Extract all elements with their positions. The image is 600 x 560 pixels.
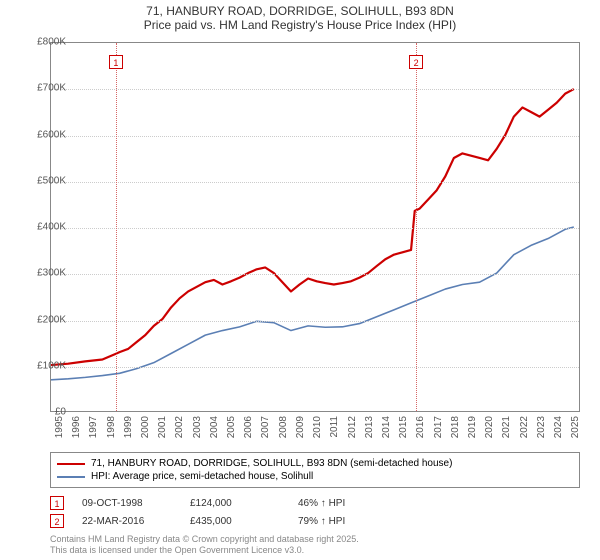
x-tick-label: 2004 [209,416,220,438]
marker-box-2: 2 [50,514,64,528]
marker-row-2: 2 22-MAR-2016 £435,000 79% ↑ HPI [50,512,580,530]
x-tick-label: 2007 [260,416,271,438]
x-tick-label: 2000 [140,416,151,438]
x-tick-label: 1995 [54,416,65,438]
legend-row-price-paid: 71, HANBURY ROAD, DORRIDGE, SOLIHULL, B9… [57,457,573,470]
gridline-h [51,89,579,90]
footer: Contains HM Land Registry data © Crown c… [50,534,580,556]
x-tick-label: 2015 [398,416,409,438]
event-marker-box: 2 [409,55,423,69]
x-tick-label: 2016 [415,416,426,438]
x-tick-label: 2001 [157,416,168,438]
price-chart: 12 [50,42,580,412]
event-vline [416,43,417,411]
x-tick-label: 2006 [243,416,254,438]
legend: 71, HANBURY ROAD, DORRIDGE, SOLIHULL, B9… [50,452,580,488]
title-line-2: Price paid vs. HM Land Registry's House … [0,18,600,32]
x-tick-label: 2025 [570,416,581,438]
y-tick-label: £400K [18,222,66,233]
marker-row-1: 1 09-OCT-1998 £124,000 46% ↑ HPI [50,494,580,512]
x-tick-label: 2010 [312,416,323,438]
gridline-h [51,136,579,137]
marker-delta-2: 79% ↑ HPI [298,516,388,527]
marker-date-2: 22-MAR-2016 [82,516,172,527]
gridline-h [51,321,579,322]
y-tick-label: £100K [18,360,66,371]
event-marker-box: 1 [109,55,123,69]
x-tick-label: 2021 [501,416,512,438]
marker-delta-1: 46% ↑ HPI [298,498,388,509]
legend-label-hpi: HPI: Average price, semi-detached house,… [91,471,313,482]
x-tick-label: 2024 [553,416,564,438]
gridline-h [51,274,579,275]
series-line-hpi [51,227,574,380]
x-tick-label: 2014 [381,416,392,438]
title-line-1: 71, HANBURY ROAD, DORRIDGE, SOLIHULL, B9… [0,4,600,18]
y-tick-label: £700K [18,83,66,94]
chart-svg [51,43,579,411]
x-tick-label: 2008 [278,416,289,438]
x-tick-label: 2023 [536,416,547,438]
y-tick-label: £500K [18,175,66,186]
gridline-h [51,367,579,368]
y-tick-label: £200K [18,314,66,325]
legend-label-price-paid: 71, HANBURY ROAD, DORRIDGE, SOLIHULL, B9… [91,458,452,469]
y-tick-label: £300K [18,268,66,279]
x-tick-label: 1997 [88,416,99,438]
x-tick-label: 2017 [433,416,444,438]
gridline-h [51,182,579,183]
x-tick-label: 1998 [106,416,117,438]
x-tick-label: 1999 [123,416,134,438]
legend-row-hpi: HPI: Average price, semi-detached house,… [57,470,573,483]
x-tick-label: 2005 [226,416,237,438]
x-tick-label: 2009 [295,416,306,438]
event-vline [116,43,117,411]
legend-swatch-hpi [57,476,85,478]
x-tick-label: 2003 [192,416,203,438]
y-tick-label: £800K [18,37,66,48]
marker-box-1: 1 [50,496,64,510]
footer-line-1: Contains HM Land Registry data © Crown c… [50,534,580,545]
markers-table: 1 09-OCT-1998 £124,000 46% ↑ HPI 2 22-MA… [50,494,580,530]
legend-swatch-price-paid [57,463,85,465]
x-tick-label: 2011 [329,416,340,438]
y-tick-label: £600K [18,129,66,140]
gridline-h [51,228,579,229]
marker-price-1: £124,000 [190,498,280,509]
x-tick-label: 2022 [519,416,530,438]
x-tick-label: 2012 [347,416,358,438]
chart-title-block: 71, HANBURY ROAD, DORRIDGE, SOLIHULL, B9… [0,0,600,34]
x-tick-label: 1996 [71,416,82,438]
x-tick-label: 2002 [174,416,185,438]
x-tick-label: 2018 [450,416,461,438]
x-tick-label: 2019 [467,416,478,438]
x-tick-label: 2013 [364,416,375,438]
marker-price-2: £435,000 [190,516,280,527]
marker-date-1: 09-OCT-1998 [82,498,172,509]
x-tick-label: 2020 [484,416,495,438]
footer-line-2: This data is licensed under the Open Gov… [50,545,580,556]
